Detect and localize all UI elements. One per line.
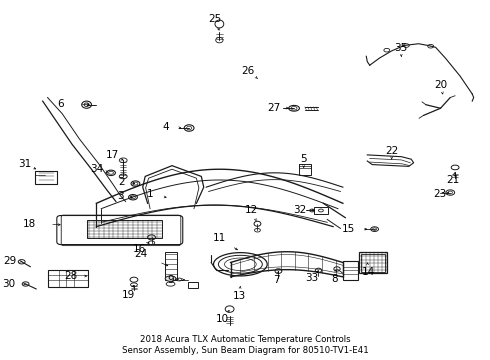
Text: 26: 26 — [241, 66, 254, 76]
Text: 23: 23 — [433, 189, 446, 199]
Text: 18: 18 — [23, 219, 36, 229]
Bar — [343, 261, 358, 280]
Text: 17: 17 — [105, 150, 119, 160]
Text: 33: 33 — [305, 273, 318, 283]
Text: 12: 12 — [245, 206, 258, 216]
Text: 6: 6 — [57, 99, 64, 109]
Text: 31: 31 — [18, 158, 31, 168]
Text: 30: 30 — [2, 279, 16, 289]
Text: 13: 13 — [233, 291, 246, 301]
Text: 14: 14 — [362, 267, 375, 277]
Text: 9: 9 — [168, 275, 174, 285]
Text: 25: 25 — [208, 14, 221, 24]
Text: 19: 19 — [122, 290, 135, 300]
Text: 5: 5 — [300, 154, 307, 164]
Text: 11: 11 — [213, 233, 226, 243]
Text: 16: 16 — [133, 244, 146, 254]
Text: 35: 35 — [394, 43, 407, 53]
Text: 28: 28 — [64, 271, 77, 281]
Bar — [299, 164, 311, 175]
Text: 27: 27 — [267, 103, 280, 113]
Text: 8: 8 — [332, 274, 339, 284]
Bar — [361, 253, 385, 272]
Bar — [188, 282, 198, 288]
Text: 21: 21 — [446, 175, 459, 185]
Bar — [359, 252, 387, 273]
Text: 10: 10 — [216, 314, 229, 324]
Text: 22: 22 — [385, 145, 398, 156]
Text: 7: 7 — [272, 275, 279, 285]
Text: 3: 3 — [117, 191, 123, 201]
Text: 32: 32 — [294, 205, 307, 215]
Bar — [87, 220, 162, 238]
Bar — [165, 252, 177, 280]
Text: 4: 4 — [163, 122, 170, 132]
Bar — [48, 270, 88, 287]
Ellipse shape — [165, 276, 176, 281]
Bar — [314, 207, 328, 214]
Text: 2: 2 — [119, 177, 125, 187]
Text: 24: 24 — [135, 249, 148, 259]
Text: 34: 34 — [90, 164, 103, 174]
Text: 1: 1 — [147, 189, 153, 199]
Bar — [35, 171, 57, 184]
Text: 2018 Acura TLX Automatic Temperature Controls
Sensor Assembly, Sun Beam Diagram : 2018 Acura TLX Automatic Temperature Con… — [122, 335, 368, 355]
Text: 20: 20 — [434, 80, 447, 90]
Text: 15: 15 — [342, 224, 355, 234]
Text: 29: 29 — [3, 256, 16, 266]
